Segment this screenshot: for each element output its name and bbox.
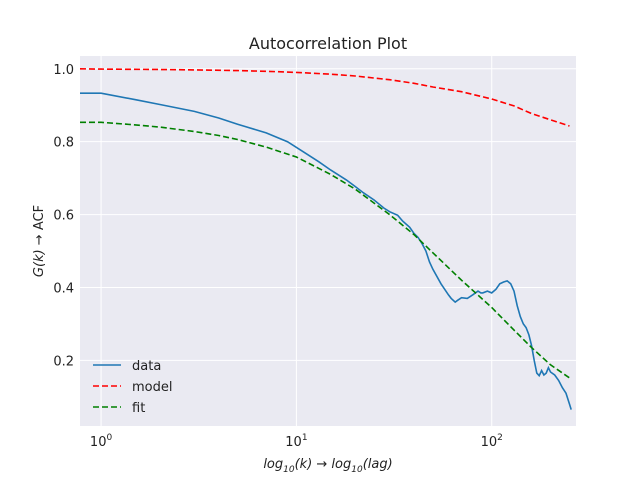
series-line-fit: [80, 121, 570, 379]
series-line-data: [80, 92, 572, 410]
legend: data model fit: [93, 359, 172, 416]
y-tick-label: 1.0: [53, 63, 74, 78]
y-tick-label: 0.8: [53, 136, 74, 151]
y-axis-label: G(k) → ACF: [32, 205, 47, 277]
x-tick-label: 100: [90, 433, 113, 450]
x-tick-label: 101: [285, 433, 307, 450]
y-tick-label: 0.2: [53, 354, 74, 369]
x-tick-label: 102: [481, 433, 503, 450]
series-line-model: [79, 68, 570, 127]
legend-label-model: model: [132, 380, 172, 395]
legend-label-data: data: [132, 359, 161, 374]
plot-area: [80, 56, 576, 426]
x-axis-label: log10(k) → log10(lag): [263, 457, 392, 475]
legend-label-fit: fit: [132, 401, 145, 416]
series-lines: [79, 68, 572, 410]
y-tick-label: 0.6: [53, 209, 74, 224]
chart-title: Autocorrelation Plot: [249, 34, 407, 53]
tick-labels: 0.2 0.4 0.6 0.8 1.0 100 101 102: [53, 63, 503, 450]
gridlines: [80, 56, 576, 426]
y-tick-label: 0.4: [53, 281, 74, 296]
